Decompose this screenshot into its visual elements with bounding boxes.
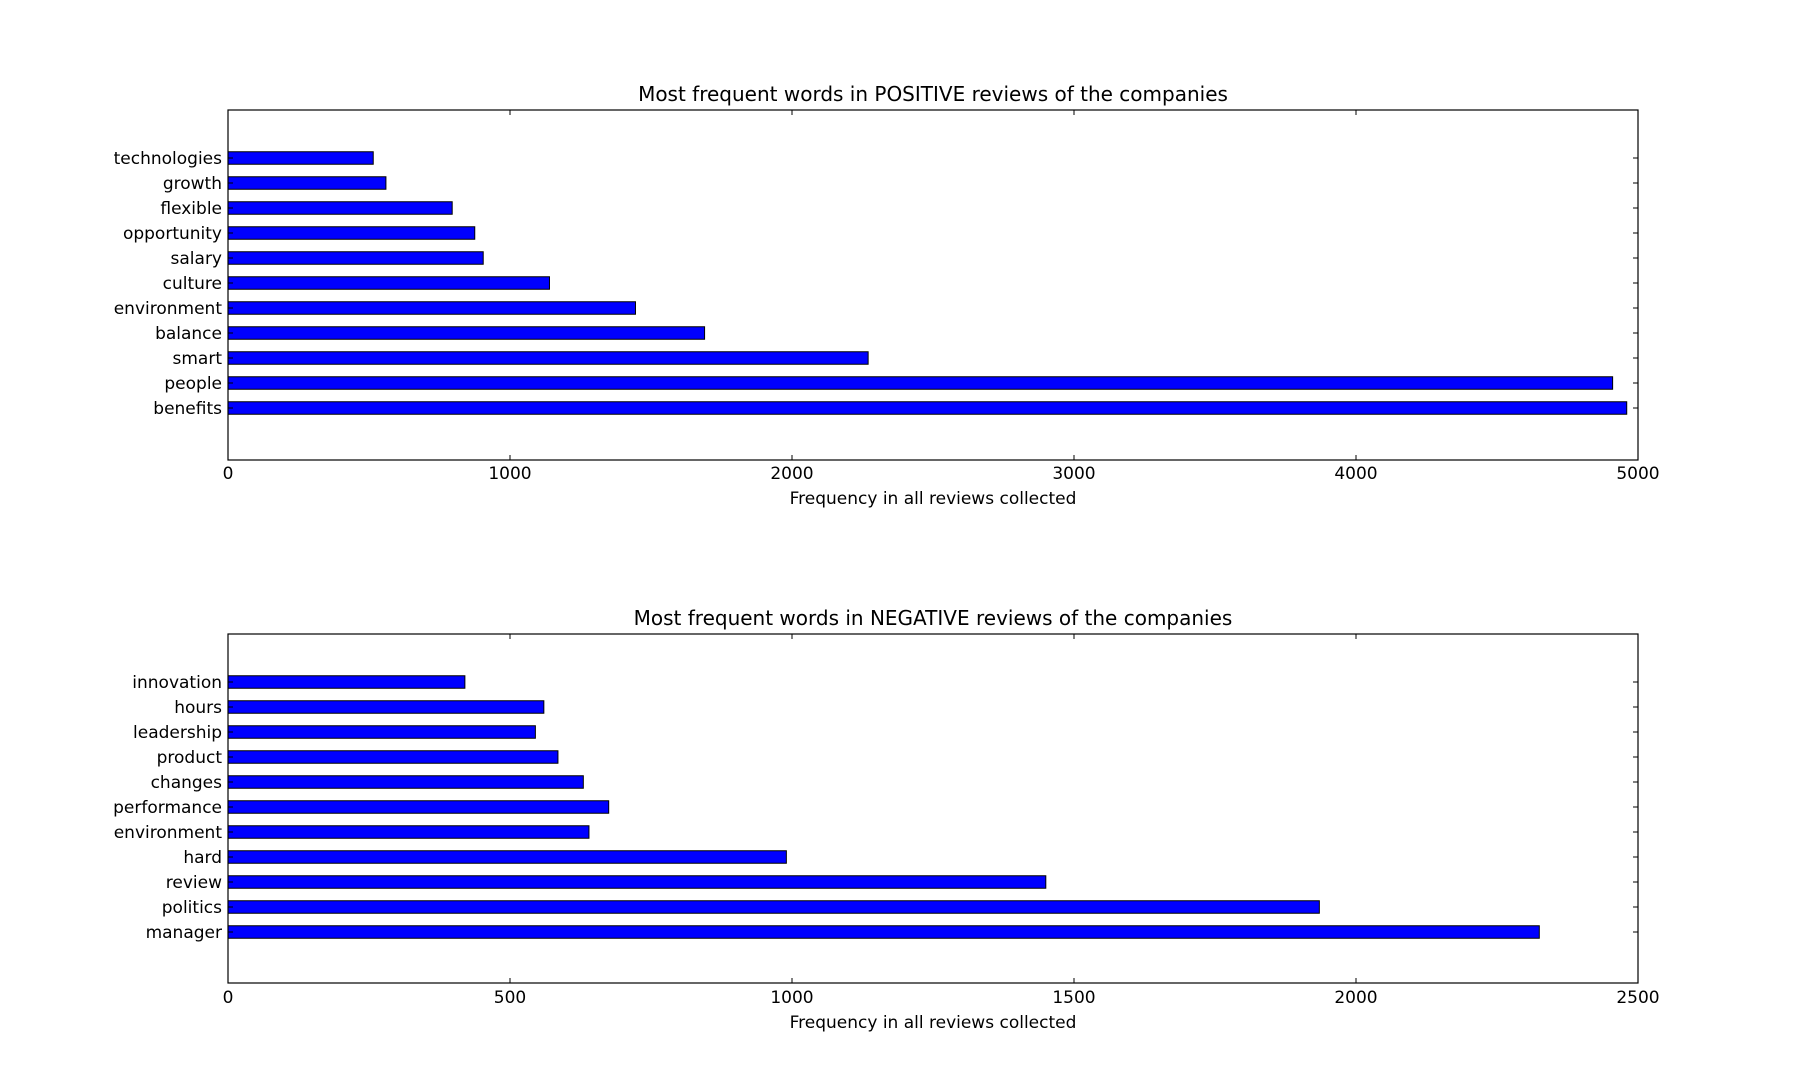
y-tick-label-environment: environment bbox=[114, 299, 223, 319]
x-tick-label: 1000 bbox=[770, 988, 813, 1008]
y-tick-label-performance: performance bbox=[113, 798, 222, 818]
x-tick-label: 3000 bbox=[1052, 464, 1095, 484]
bar-environment bbox=[227, 825, 590, 839]
y-tick-label-balance: balance bbox=[155, 324, 222, 344]
x-tick-label: 2000 bbox=[770, 464, 813, 484]
chart-title: Most frequent words in NEGATIVE reviews … bbox=[634, 606, 1233, 630]
y-tick-label-politics: politics bbox=[162, 898, 222, 918]
x-tick-label: 0 bbox=[223, 464, 234, 484]
chart-title: Most frequent words in POSITIVE reviews … bbox=[638, 82, 1228, 106]
x-tick-label: 4000 bbox=[1334, 464, 1377, 484]
y-tick-label-manager: manager bbox=[146, 923, 222, 943]
bar-politics bbox=[227, 900, 1320, 914]
y-tick-label-flexible: flexible bbox=[160, 199, 222, 219]
negative-words-chart: Most frequent words in NEGATIVE reviews … bbox=[113, 606, 1660, 1033]
bar-flexible bbox=[227, 201, 453, 215]
bar-review bbox=[227, 875, 1047, 889]
bar-opportunity bbox=[227, 226, 476, 240]
y-tick-label-culture: culture bbox=[163, 274, 222, 294]
x-tick-label: 5000 bbox=[1616, 464, 1659, 484]
bar-growth bbox=[227, 176, 387, 190]
bar-leadership bbox=[227, 725, 536, 739]
bar-manager bbox=[227, 925, 1540, 939]
y-tick-label-innovation: innovation bbox=[132, 673, 222, 693]
y-tick-label-product: product bbox=[157, 748, 223, 768]
bar-hours bbox=[227, 700, 545, 714]
y-tick-label-people: people bbox=[164, 374, 222, 394]
x-tick-label: 2000 bbox=[1334, 988, 1377, 1008]
bar-environment bbox=[227, 301, 636, 315]
bar-innovation bbox=[227, 675, 466, 689]
x-tick-label: 500 bbox=[494, 988, 526, 1008]
plot-frame bbox=[227, 109, 1639, 461]
y-tick-label-changes: changes bbox=[151, 773, 223, 793]
y-tick-label-leadership: leadership bbox=[133, 723, 222, 743]
bar-balance bbox=[227, 326, 706, 340]
y-tick-label-benefits: benefits bbox=[153, 399, 222, 419]
bar-hard bbox=[227, 850, 787, 864]
y-tick-label-growth: growth bbox=[163, 174, 222, 194]
plot-frame bbox=[227, 633, 1639, 984]
x-tick-label: 1000 bbox=[488, 464, 531, 484]
y-tick-label-hard: hard bbox=[183, 848, 222, 868]
x-tick-label: 2500 bbox=[1616, 988, 1659, 1008]
bar-culture bbox=[227, 276, 550, 290]
y-tick-label-review: review bbox=[166, 873, 222, 893]
x-axis-label: Frequency in all reviews collected bbox=[790, 489, 1077, 509]
x-tick-label: 0 bbox=[223, 988, 234, 1008]
bar-salary bbox=[227, 251, 484, 265]
y-tick-label-smart: smart bbox=[173, 349, 223, 369]
y-tick-label-technologies: technologies bbox=[114, 149, 223, 169]
bar-benefits bbox=[227, 401, 1628, 415]
bar-people bbox=[227, 376, 1614, 390]
ticks-group: benefits people smart balance environment cul… bbox=[114, 110, 1660, 484]
y-tick-label-salary: salary bbox=[171, 249, 222, 269]
x-axis-label: Frequency in all reviews collected bbox=[790, 1013, 1077, 1033]
bar-performance bbox=[227, 800, 610, 814]
bar-changes bbox=[227, 775, 584, 789]
bar-technologies bbox=[227, 151, 374, 165]
y-tick-label-environment: environment bbox=[114, 823, 223, 843]
ticks-group: manager politics review hard environment perf… bbox=[113, 634, 1660, 1008]
positive-words-chart: Most frequent words in POSITIVE reviews … bbox=[114, 82, 1660, 509]
bar-product bbox=[227, 750, 559, 764]
y-tick-label-hours: hours bbox=[174, 698, 222, 718]
y-tick-label-opportunity: opportunity bbox=[123, 224, 222, 244]
x-tick-label: 1500 bbox=[1052, 988, 1095, 1008]
bar-smart bbox=[227, 351, 869, 365]
